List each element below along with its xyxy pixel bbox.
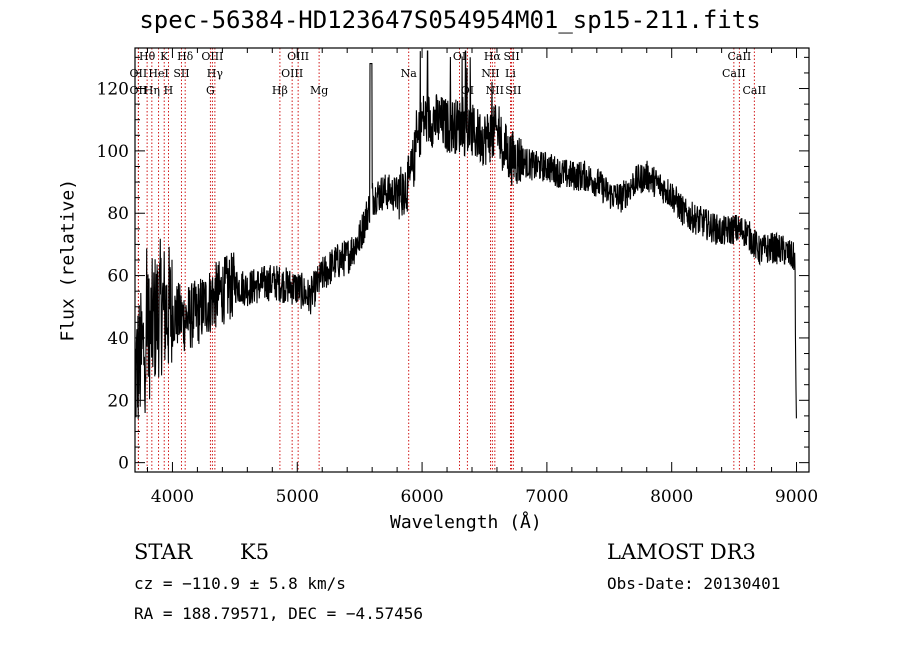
marker-label-21: NII bbox=[486, 84, 504, 97]
object-class: STAR bbox=[134, 540, 193, 564]
marker-label-15: Mg bbox=[310, 84, 328, 97]
marker-label-13: OIII bbox=[281, 67, 303, 80]
y-axis-label: Flux (relative) bbox=[57, 178, 79, 342]
marker-label-5: K bbox=[160, 50, 169, 63]
marker-label-3: Hη bbox=[144, 84, 160, 97]
marker-label-4: HeI bbox=[148, 67, 168, 80]
y-tick-label-100: 100 bbox=[97, 142, 129, 162]
marker-label-0: OII bbox=[130, 67, 148, 80]
marker-label-1: Hθ bbox=[139, 50, 156, 63]
y-tick-label-20: 20 bbox=[107, 391, 129, 411]
plot-frame bbox=[134, 47, 810, 473]
observation-date: Obs-Date: 20130401 bbox=[607, 574, 781, 593]
chart-title: spec-56384-HD123647S054954M01_sp15-211.f… bbox=[139, 6, 761, 34]
redshift-cz: cz = −110.9 ± 5.8 km/s bbox=[134, 574, 346, 593]
marker-label-17: OI bbox=[453, 50, 466, 63]
marker-label-12: Hβ bbox=[272, 84, 288, 97]
marker-label-11: G bbox=[206, 84, 215, 97]
y-tick-label-80: 80 bbox=[107, 204, 129, 224]
marker-label-2: OII bbox=[130, 84, 148, 97]
marker-label-14: OIII bbox=[287, 50, 309, 63]
y-tick-label-0: 0 bbox=[118, 454, 129, 474]
marker-label-27: CaII bbox=[742, 84, 766, 97]
marker-label-10: Hγ bbox=[207, 67, 224, 80]
marker-label-20: NII bbox=[481, 67, 499, 80]
x-tick-label-8000: 8000 bbox=[650, 487, 693, 507]
marker-label-16: Na bbox=[401, 67, 418, 80]
marker-label-23: Li bbox=[505, 67, 516, 80]
marker-label-24: SII bbox=[505, 84, 521, 97]
coordinates: RA = 188.79571, DEC = −4.57456 bbox=[134, 604, 423, 623]
marker-label-22: SII bbox=[503, 50, 519, 63]
axis-ticks: 4000 5000 6000 7000 8000 9000 0 20 40 60 80 100 120 bbox=[97, 48, 818, 507]
y-tick-label-40: 40 bbox=[107, 329, 129, 349]
x-tick-label-9000: 9000 bbox=[775, 487, 818, 507]
x-tick-label-6000: 6000 bbox=[400, 487, 443, 507]
survey-name: LAMOST DR3 bbox=[607, 540, 756, 564]
marker-label-26: CaII bbox=[728, 50, 752, 63]
y-tick-label-60: 60 bbox=[107, 267, 129, 287]
marker-label-9: OIII bbox=[201, 50, 223, 63]
marker-label-8: Hδ bbox=[177, 50, 194, 63]
x-axis-label: Wavelength (Å) bbox=[390, 512, 542, 533]
marker-label-7: SII bbox=[173, 67, 189, 80]
marker-label-19: Hα bbox=[484, 50, 502, 63]
x-tick-label-5000: 5000 bbox=[276, 487, 319, 507]
x-tick-label-4000: 4000 bbox=[151, 487, 194, 507]
marker-label-25: CaII bbox=[722, 67, 746, 80]
spectrum-line bbox=[134, 50, 797, 419]
y-tick-label-120: 120 bbox=[97, 80, 129, 100]
x-tick-label-7000: 7000 bbox=[525, 487, 568, 507]
marker-label-6: H bbox=[164, 84, 174, 97]
spectral-subclass: K5 bbox=[240, 540, 270, 564]
